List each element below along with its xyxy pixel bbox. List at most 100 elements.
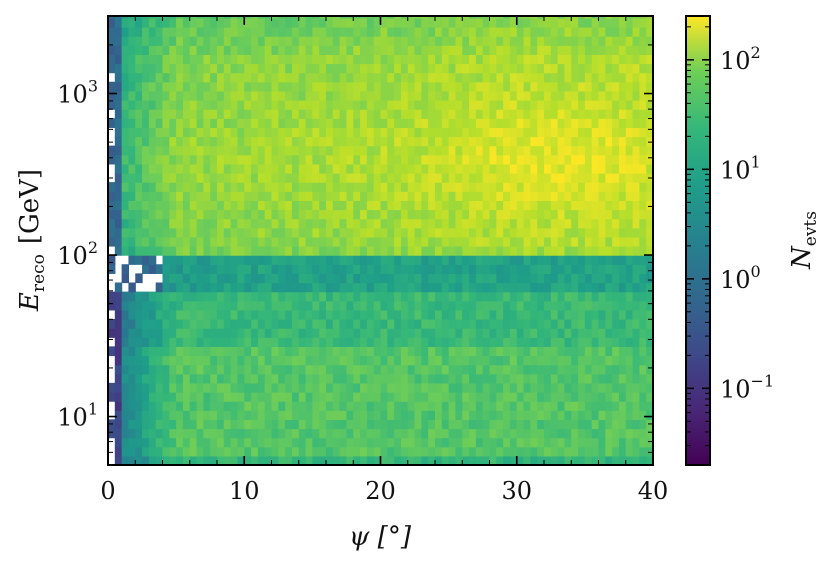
heatmap-cell: [210, 72, 218, 83]
heatmap-cell: [482, 446, 491, 457]
heatmap-cell: [332, 182, 341, 192]
heatmap-cell: [469, 328, 477, 338]
heatmap-cell: [503, 392, 511, 402]
heatmap-cell: [544, 17, 552, 28]
heatmap-cell: [571, 401, 579, 411]
heatmap-cell: [196, 99, 204, 110]
heatmap-cell: [550, 410, 559, 420]
heatmap-cell: [387, 364, 395, 375]
heatmap-cell: [489, 154, 497, 165]
heatmap-cell: [217, 127, 225, 138]
heatmap-cell: [598, 373, 606, 384]
heatmap-cell: [462, 136, 470, 147]
heatmap-cell: [475, 291, 484, 302]
heatmap-cell: [210, 36, 218, 46]
heatmap-cell: [332, 45, 341, 55]
heatmap-cell: [618, 81, 627, 92]
heatmap-cell: [516, 446, 525, 457]
heatmap-cell: [523, 16, 531, 19]
heatmap-cell: [319, 282, 327, 293]
heatmap-cell: [196, 163, 204, 174]
heatmap-cell: [142, 382, 150, 393]
y-tick-label: 102: [57, 238, 98, 270]
heatmap-cell: [244, 145, 252, 156]
heatmap-cell: [169, 99, 177, 110]
heatmap-cell: [346, 309, 354, 320]
heatmap-cell: [278, 218, 286, 229]
heatmap-cell: [646, 446, 653, 457]
heatmap-cell: [400, 90, 409, 101]
heatmap-cell: [469, 45, 477, 55]
heatmap-cell: [353, 328, 361, 338]
heatmap-cell: [237, 282, 245, 293]
heatmap-cell: [114, 45, 123, 55]
heatmap-cell: [121, 72, 130, 83]
heatmap-cell: [462, 182, 470, 192]
heatmap-cell: [346, 172, 354, 183]
heatmap-cell: [169, 200, 177, 211]
heatmap-cell: [237, 328, 245, 338]
heatmap-cell: [251, 437, 259, 448]
heatmap-cell: [264, 90, 273, 101]
heatmap-cell: [544, 428, 552, 439]
heatmap-cell: [257, 16, 266, 19]
heatmap-cell: [516, 273, 525, 284]
heatmap-cell: [251, 63, 259, 74]
heatmap-cell: [285, 209, 293, 220]
heatmap-cell: [380, 191, 388, 201]
heatmap-cell: [625, 245, 634, 256]
heatmap-cell: [305, 392, 313, 402]
heatmap-cell: [346, 300, 354, 311]
heatmap-cell: [428, 437, 436, 448]
heatmap-cell: [530, 17, 538, 28]
heatmap-cell: [639, 154, 647, 165]
heatmap-cell: [578, 63, 586, 74]
heatmap-cell: [326, 200, 334, 211]
heatmap-cell: [462, 282, 470, 293]
heatmap-cell: [632, 309, 640, 320]
heatmap-cell: [632, 282, 640, 293]
heatmap-cell: [210, 291, 218, 302]
heatmap-cell: [271, 17, 279, 28]
heatmap-cell: [353, 337, 361, 347]
heatmap-cell: [230, 446, 239, 457]
heatmap-cell: [366, 382, 375, 393]
heatmap-cell: [591, 182, 600, 192]
heatmap-cell: [257, 109, 266, 119]
heatmap-cell: [196, 227, 204, 238]
heatmap-cell: [230, 264, 239, 274]
heatmap-cell: [366, 182, 375, 192]
heatmap-cell: [578, 382, 586, 393]
heatmap-cell: [571, 373, 579, 384]
heatmap-cell: [475, 136, 484, 147]
heatmap-cell: [176, 273, 184, 284]
heatmap-cell: [148, 291, 157, 302]
heatmap-cell: [312, 282, 320, 293]
heatmap-cell: [108, 255, 116, 265]
heatmap-cell: [169, 72, 177, 83]
heatmap-cell: [462, 17, 470, 28]
heatmap-cell: [387, 318, 395, 329]
heatmap-cell: [339, 273, 348, 284]
heatmap-cell: [298, 154, 307, 165]
heatmap-cell: [632, 209, 640, 220]
heatmap-cell: [230, 163, 239, 174]
heatmap-cell: [605, 291, 613, 302]
heatmap-cell: [162, 191, 170, 201]
heatmap-cell: [251, 145, 259, 156]
heatmap-cell: [360, 127, 368, 138]
heatmap-cell: [544, 136, 552, 147]
heatmap-cell: [326, 455, 334, 465]
heatmap-cell: [264, 36, 273, 46]
heatmap-cell: [128, 382, 136, 393]
heatmap-cell: [605, 437, 613, 448]
heatmap-cell: [632, 236, 640, 247]
heatmap-cell: [584, 437, 593, 448]
heatmap-cell: [251, 328, 259, 338]
heatmap-cell: [503, 72, 511, 83]
heatmap-cell: [407, 318, 416, 329]
heatmap-cell: [285, 63, 293, 74]
heatmap-cell: [326, 446, 334, 457]
heatmap-cell: [257, 264, 266, 274]
heatmap-cell: [251, 392, 259, 402]
